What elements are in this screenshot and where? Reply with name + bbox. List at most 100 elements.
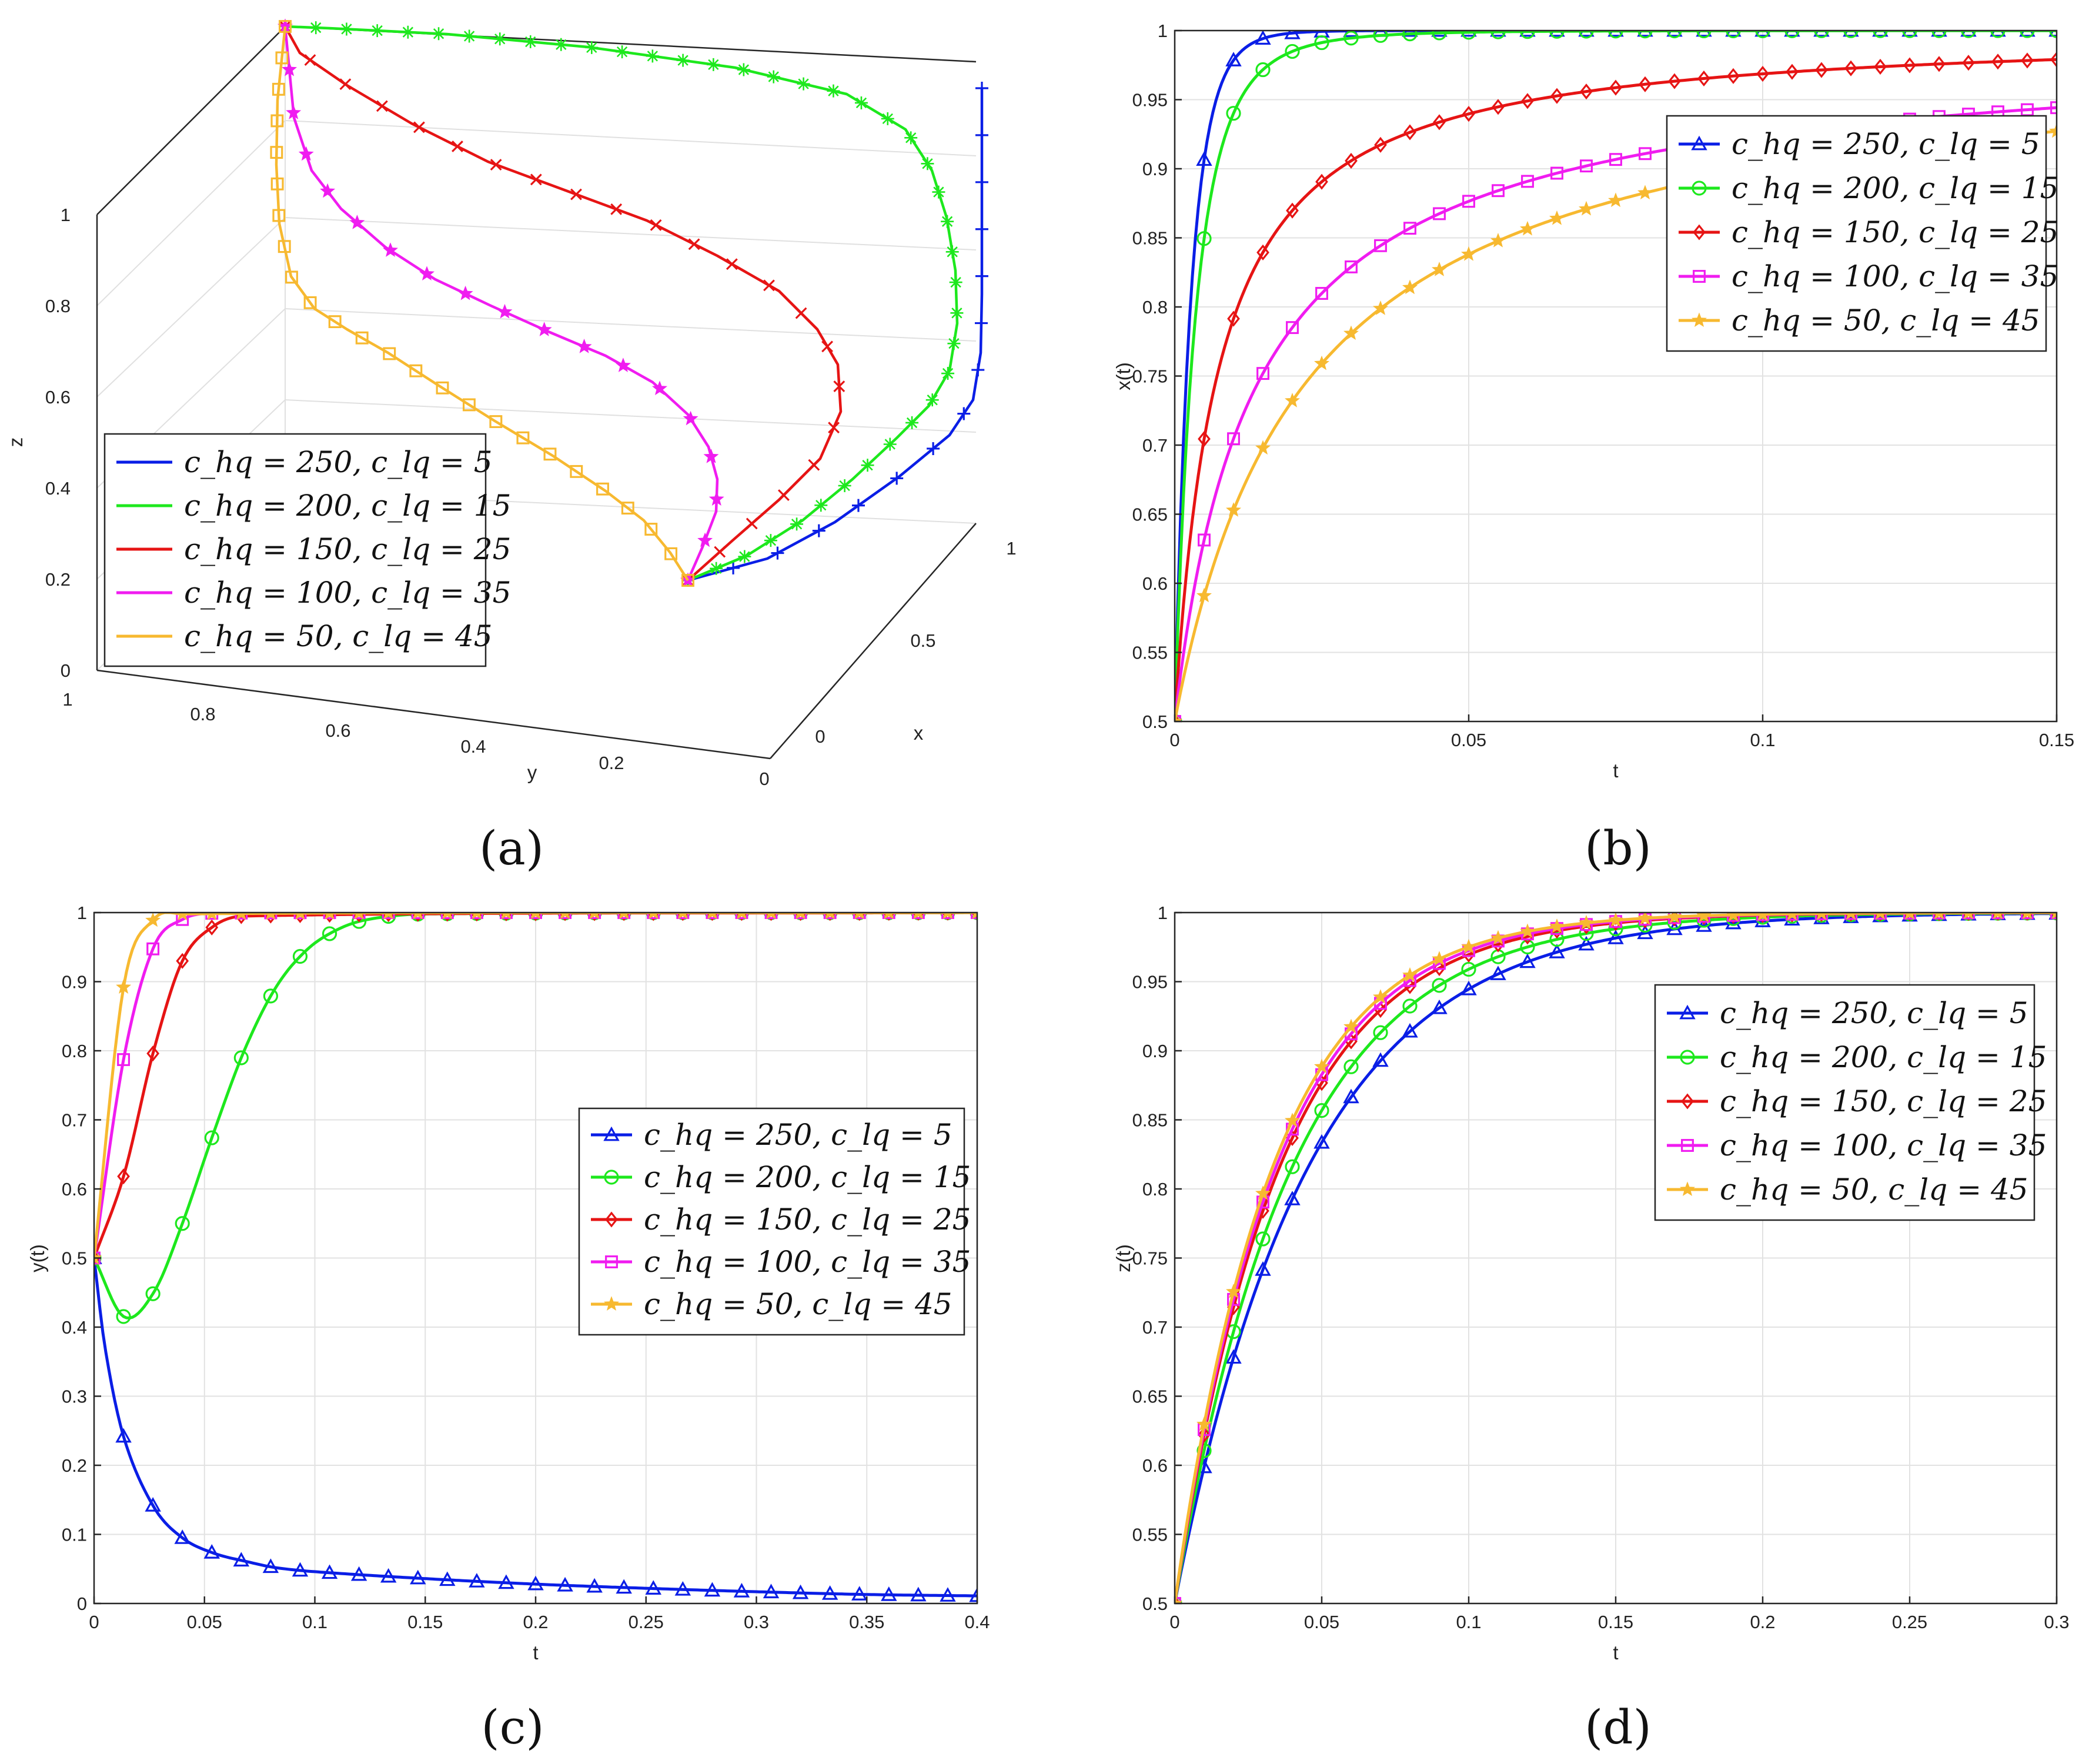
trajectory-marker (833, 380, 845, 392)
x-tick-label: 0.1 (1750, 730, 1775, 750)
trajectory-marker (652, 380, 667, 395)
data-point-marker (1727, 68, 1740, 84)
data-point-marker (410, 1569, 426, 1585)
trajectory-marker (576, 338, 592, 353)
data-point-marker (1578, 31, 1595, 37)
data-point-marker (1934, 913, 1944, 920)
y-tick-label: 0.95 (1132, 972, 1168, 993)
trajectory-marker (950, 306, 964, 320)
y-tick-label: 0.6 (62, 1179, 87, 1200)
data-point-marker (1637, 185, 1653, 200)
legend-entry-text: c_hq = 100, c_lq = 35 (184, 576, 511, 610)
data-point-marker (1492, 99, 1505, 115)
data-point-marker (1226, 502, 1241, 517)
data-point-marker (1175, 1595, 1182, 1603)
trajectory-marker (949, 276, 962, 289)
data-point-marker (1431, 31, 1448, 37)
y-tick-label: 0.8 (1142, 1179, 1168, 1200)
y-tick: 0.6 (325, 720, 350, 741)
data-point-marker (706, 913, 719, 921)
data-point-marker (1175, 713, 1182, 721)
panel-a-3d-plot: 0 0.2 0.4 0.6 0.8 1 z 1 0.8 0.6 0.4 0.2 … (5, 18, 1017, 876)
trajectory-marker (452, 141, 463, 152)
trajectory-marker (530, 173, 542, 186)
data-point-marker (733, 1583, 750, 1598)
data-point-marker (1227, 310, 1240, 327)
trajectory-marker (727, 561, 740, 574)
data-point-marker (1637, 31, 1653, 37)
y-tick-label: 0.7 (62, 1110, 87, 1131)
x-tick-label: 0.2 (523, 1612, 548, 1632)
data-point-marker (1255, 1185, 1271, 1200)
legend-marker (1692, 312, 1707, 327)
trajectory-marker (975, 316, 988, 330)
trajectory-marker (932, 185, 945, 199)
legend-marker (604, 1170, 619, 1185)
data-point-marker (145, 1497, 161, 1512)
panel-label-d: (d) (1585, 1700, 1652, 1755)
data-point-marker (823, 913, 837, 921)
3d-trajectory-line (275, 26, 689, 582)
legend-marker (1681, 1139, 1694, 1152)
data-point-marker (1345, 152, 1358, 169)
trajectory-marker (881, 112, 894, 125)
y-tick-label: 0.2 (62, 1455, 87, 1476)
data-point-marker (1343, 31, 1359, 46)
y-tick: 0.8 (190, 704, 215, 724)
y-tick-label: 0.85 (1132, 228, 1168, 249)
data-point-marker (766, 913, 776, 920)
z-tick: 1 (61, 205, 71, 225)
data-point-marker (1666, 31, 1683, 37)
data-point-marker (204, 1130, 219, 1145)
trajectory-marker (462, 398, 476, 412)
series-line (1175, 58, 2057, 721)
data-point-marker (1520, 220, 1535, 236)
z-axis-label: z (5, 437, 26, 447)
data-point-marker (1874, 913, 1887, 921)
data-point-marker (115, 1428, 132, 1443)
data-point-marker (1579, 201, 1594, 216)
data-point-marker (1285, 392, 1300, 407)
trajectory-marker (790, 517, 804, 531)
trajectory-marker (861, 459, 874, 472)
data-point-marker (1196, 1416, 1212, 1431)
x-tick-label: 0 (1169, 1612, 1179, 1632)
data-point-marker (1901, 31, 1918, 37)
data-point-marker (851, 1586, 868, 1601)
data-point-marker (1786, 913, 1799, 923)
data-point-marker (1462, 195, 1475, 208)
data-point-marker (116, 979, 132, 994)
panel-c-line-chart: 0 0.05 0.1 0.15 0.2 0.25 0.3 0.35 0.4 0 0.1 0.2 0.3 0… (26, 903, 990, 1755)
trajectory-marker (683, 410, 698, 426)
data-point-marker (1490, 31, 1506, 39)
data-point-marker (590, 913, 600, 920)
trajectory-marker (714, 546, 726, 558)
data-point-marker (1580, 83, 1593, 100)
data-point-marker (1637, 924, 1653, 940)
data-point-marker (674, 1581, 691, 1596)
data-point-marker (1668, 73, 1681, 89)
trajectory-marker (975, 175, 988, 189)
ticks-d: 0 0.05 0.1 0.15 0.2 0.25 0.3 0.5 0.55 0.6 0.65 0.7 0… (1132, 903, 2070, 1632)
data-point-marker (1756, 913, 1770, 921)
y-axis-label-b: x(t) (1112, 362, 1134, 390)
data-point-marker (145, 913, 161, 927)
data-point-marker (1432, 978, 1447, 993)
trajectory-marker (278, 240, 291, 253)
data-point-marker (352, 913, 366, 923)
data-point-marker (2021, 913, 2034, 921)
data-point-marker (972, 913, 977, 919)
data-point-marker (233, 1050, 249, 1065)
trajectory-marker (975, 128, 988, 142)
data-point-marker (1667, 913, 1682, 924)
data-point-marker (176, 913, 189, 921)
data-point-marker (910, 1586, 927, 1602)
data-point-marker (206, 913, 218, 920)
data-point-marker (1521, 93, 1534, 109)
legend-marker (604, 1296, 619, 1311)
y-tick-label: 0.75 (1132, 1248, 1168, 1269)
y-tick-label: 0.7 (1142, 1317, 1168, 1338)
trajectory-marker (814, 499, 828, 512)
y-tick-label: 0.85 (1132, 1110, 1168, 1131)
trajectory-marker (650, 219, 662, 231)
